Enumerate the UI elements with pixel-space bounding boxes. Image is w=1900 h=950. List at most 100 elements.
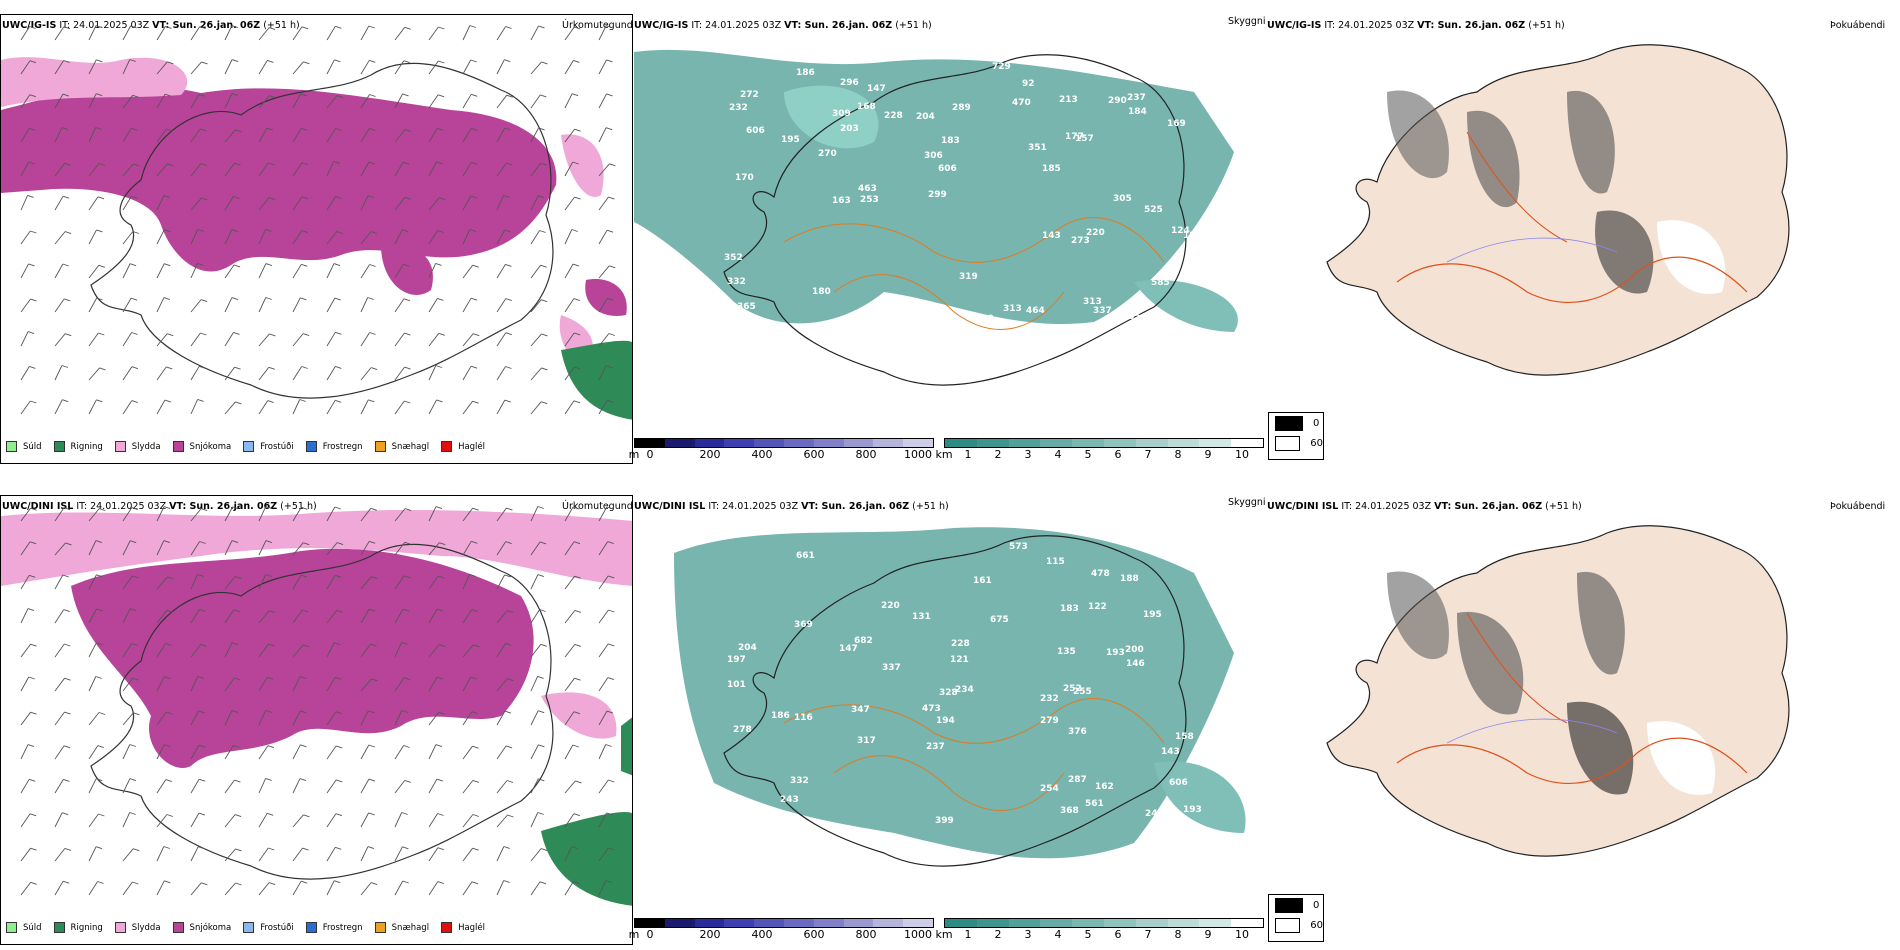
panel-title-clouds-bottom: UWC/DINI ISL IT: 24.01.2025 03Z VT: Sun.… bbox=[634, 501, 949, 512]
wind-barb bbox=[156, 779, 167, 794]
wind-barb bbox=[360, 195, 369, 211]
wind-barb bbox=[156, 576, 168, 590]
wind-barb bbox=[156, 711, 167, 726]
wind-barb-flag bbox=[437, 813, 444, 816]
cloud-base-label: 183 bbox=[941, 136, 960, 146]
clouds-map-top: 606 203 185 230 290 199 143 253 237 120 124 168 177 1… bbox=[634, 32, 1267, 432]
colorbar-cell bbox=[1231, 919, 1263, 927]
cloudbase-colorbar-top: m 0 200 400 600 800 1000 bbox=[629, 438, 934, 461]
wind-barb-flag bbox=[404, 541, 411, 545]
colorbar-cell bbox=[1199, 919, 1232, 927]
wind-barb-flag bbox=[63, 26, 71, 30]
wind-barb bbox=[258, 643, 269, 658]
wind-barb bbox=[598, 744, 607, 760]
wind-barb-flag bbox=[29, 127, 36, 131]
colorbar-cell bbox=[1199, 439, 1232, 447]
wind-barb bbox=[598, 779, 609, 794]
wind-barb-flag bbox=[234, 576, 242, 580]
wind-barb-flag bbox=[165, 643, 172, 646]
cloud-base-label: 317 bbox=[857, 736, 876, 746]
cloud-base-label: 252 bbox=[1063, 684, 1082, 694]
wind-barb-flag bbox=[64, 643, 71, 647]
wind-barb bbox=[428, 575, 439, 590]
wind-barb-flag bbox=[96, 297, 103, 301]
legend-item: Snjókoma bbox=[172, 441, 231, 452]
wind-barb-flag bbox=[164, 229, 171, 233]
wind-barb bbox=[598, 710, 608, 726]
colorbar-cell bbox=[724, 919, 755, 927]
wind-barb-flag bbox=[166, 814, 174, 817]
wind-barb bbox=[54, 163, 66, 177]
swatch bbox=[53, 922, 65, 933]
wind-barb-flag bbox=[537, 506, 544, 509]
wind-barb bbox=[564, 575, 575, 590]
wind-barb bbox=[224, 814, 236, 828]
cloud-base-label: 585 bbox=[1151, 278, 1170, 288]
wind-barb bbox=[394, 575, 405, 590]
wind-barb bbox=[326, 779, 337, 794]
wind-barb-flag bbox=[303, 542, 310, 546]
wind-barb bbox=[462, 400, 473, 415]
wind-barb-flag bbox=[63, 778, 70, 782]
cloud-base-label: 337 bbox=[882, 663, 901, 673]
wind-barb-flag bbox=[608, 779, 615, 783]
wind-barb-flag bbox=[368, 608, 376, 612]
wind-barb bbox=[122, 778, 131, 794]
wind-barb bbox=[88, 745, 99, 760]
cloud-base-label: 473 bbox=[922, 704, 941, 714]
wind-barb-flag bbox=[30, 400, 37, 404]
wind-barb bbox=[88, 229, 97, 245]
wind-barb-flag bbox=[300, 93, 307, 97]
wind-barb-flag bbox=[334, 880, 341, 884]
wind-barb-flag bbox=[166, 366, 173, 370]
tick: 600 bbox=[803, 448, 825, 461]
wind-barb bbox=[122, 507, 133, 522]
wind-barb bbox=[122, 25, 131, 41]
wind-barb bbox=[88, 642, 97, 658]
colorbar-cell bbox=[1072, 439, 1104, 447]
wind-barb bbox=[20, 744, 29, 760]
wind-barb bbox=[564, 400, 575, 415]
cloud-base-label: 606 bbox=[746, 126, 765, 136]
wind-barb bbox=[530, 812, 539, 828]
wind-barb bbox=[190, 229, 199, 245]
wind-barb bbox=[122, 59, 131, 75]
wind-barb bbox=[190, 197, 202, 211]
wind-barb bbox=[122, 575, 133, 590]
wind-barb-flag bbox=[503, 846, 510, 849]
wind-barb bbox=[360, 297, 369, 313]
wind-barb-flag bbox=[438, 644, 446, 648]
wind-barb bbox=[496, 195, 505, 211]
cloud-base-label: 478 bbox=[1091, 569, 1110, 579]
wind-barb-flag bbox=[63, 609, 70, 613]
colorbar-cell bbox=[754, 919, 784, 927]
wind-barb bbox=[156, 643, 166, 658]
cloud-base-label: 332 bbox=[790, 776, 809, 786]
cloud-base-label: 661 bbox=[796, 551, 815, 561]
cloud-base-label: 675 bbox=[990, 615, 1009, 625]
wind-barb-flag bbox=[232, 642, 239, 646]
wind-barb bbox=[598, 609, 609, 624]
wind-barb bbox=[496, 574, 505, 590]
wind-barb-flag bbox=[504, 59, 511, 63]
panel-name-clouds-top: Skyggni bbox=[1228, 16, 1266, 27]
fog-legend-row: 60 bbox=[1269, 915, 1323, 935]
wind-barb bbox=[258, 60, 268, 75]
tick: 4 bbox=[1054, 928, 1062, 941]
wind-barb bbox=[156, 195, 165, 211]
wind-barb-flag bbox=[61, 127, 69, 131]
wind-barb bbox=[428, 644, 440, 658]
cloud-base-label: 463 bbox=[858, 184, 877, 194]
wind-barb-flag bbox=[404, 26, 411, 30]
wind-barb bbox=[54, 365, 63, 381]
legend-item: Súld bbox=[6, 441, 42, 452]
cloud-base-label: 337 bbox=[1093, 306, 1112, 316]
wind-barb-flag bbox=[573, 541, 581, 545]
wind-barb bbox=[564, 196, 575, 211]
wind-barb bbox=[564, 881, 574, 896]
wind-barb-flag bbox=[437, 847, 444, 851]
swatch bbox=[114, 441, 126, 452]
wind-barb-flag bbox=[470, 195, 477, 199]
wind-barb-flag bbox=[608, 333, 616, 336]
colorbar-cell bbox=[1040, 439, 1073, 447]
